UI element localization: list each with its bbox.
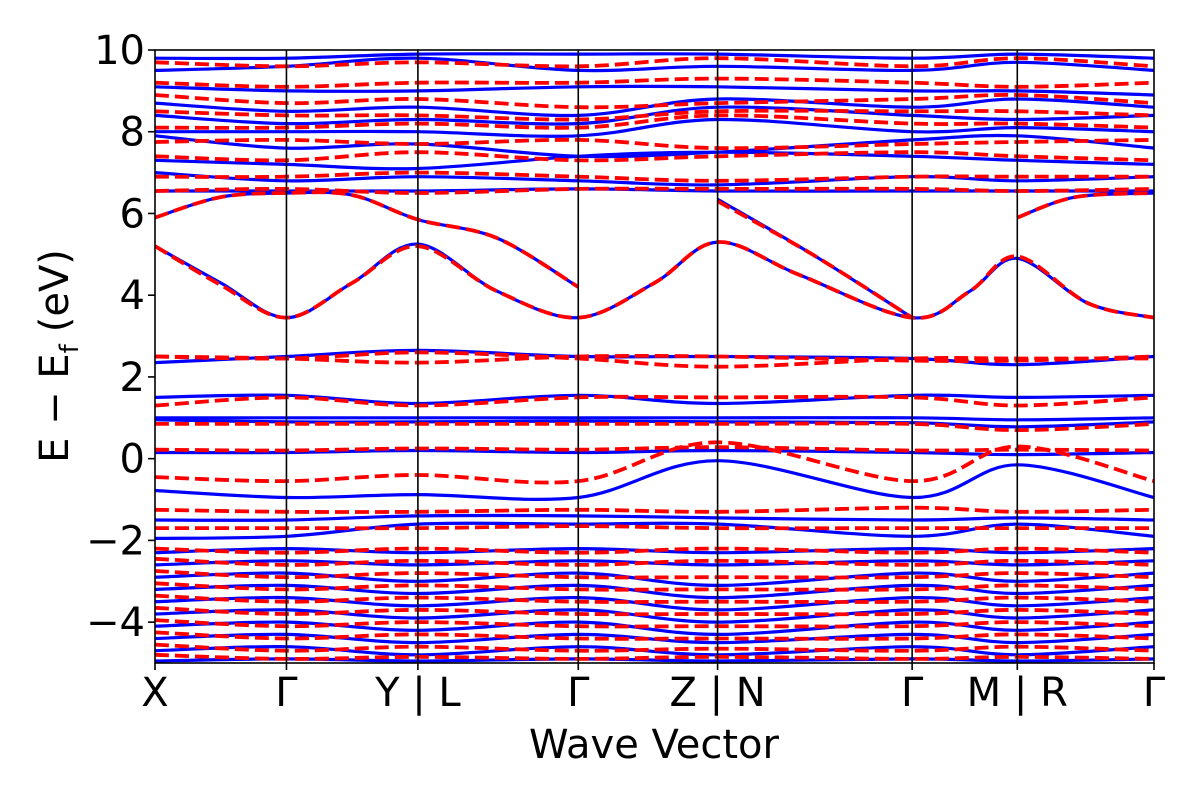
- x-tick-label-7: Γ: [1143, 670, 1166, 716]
- dashed-band-line-11: [155, 170, 1154, 183]
- x-tick-label-0: X: [141, 670, 168, 716]
- y-axis-label: E − Ef (eV): [32, 249, 85, 463]
- x-tick-label-3: Γ: [567, 670, 590, 716]
- dashed-band-line-23: [155, 569, 1154, 580]
- y-tick-label-2: 6: [120, 191, 145, 237]
- dashed-band-line-12: [155, 150, 1154, 163]
- solid-band-line-21: [155, 521, 1154, 540]
- plot-frame: [154, 49, 1155, 664]
- y-tick-label-3: 4: [120, 273, 145, 319]
- solid-band-line-2: [155, 418, 1154, 429]
- solid-band-line-20: [155, 513, 1154, 522]
- solid-band-line-1: [155, 448, 1154, 457]
- solid-band-line-25: [155, 583, 1154, 600]
- dashed-band-line-26: [155, 605, 1154, 617]
- dashed-band-line-24: [155, 581, 1154, 592]
- solid-band-line-27: [155, 608, 1154, 624]
- dashed-band-line-8: [716, 199, 914, 320]
- dashed-band-line-25: [155, 593, 1154, 604]
- dashed-band-line-27: [155, 618, 1154, 629]
- solid-band-line-24: [155, 571, 1154, 588]
- dashed-band-line-16: [155, 93, 1154, 110]
- x-axis-label: Wave Vector: [529, 722, 780, 768]
- solid-band-line-13: [155, 133, 1154, 159]
- dashed-band-line-10: [155, 186, 1154, 195]
- x-tick-label-6: M | R: [967, 670, 1068, 716]
- x-tick-label-4: Z | N: [669, 670, 765, 716]
- y-tick-label-6: −2: [86, 518, 145, 564]
- y-ticks: 10 8 6 4 2 0 −2 −4: [86, 28, 155, 646]
- y-axis-label-subscript: f: [55, 343, 85, 353]
- dashed-band-line-1: [155, 445, 1154, 453]
- solid-band-line-11: [155, 171, 1154, 187]
- dashed-band-line-3: [155, 394, 1154, 408]
- bands-layer: [155, 52, 1154, 663]
- dashed-band-line-15: [155, 108, 1154, 122]
- dashed-band-line-14: [155, 113, 1154, 130]
- solid-band-line-3: [155, 416, 1154, 422]
- dashed-band-line-21: [155, 546, 1154, 555]
- x-tick-label-1: Γ: [275, 670, 298, 716]
- dashed-band-line-29: [155, 642, 1154, 653]
- x-tick-label-5: Γ: [901, 670, 924, 716]
- dashed-band-line-20: [155, 524, 1154, 531]
- y-tick-label-7: −4: [86, 600, 145, 646]
- y-axis-label-main: E − E: [32, 353, 78, 463]
- dashed-band-line-2: [155, 421, 1154, 433]
- dashed-band-line-13: [155, 137, 1154, 151]
- dashed-band-line-18: [155, 56, 1154, 69]
- y-axis-label-unit: (eV): [32, 249, 78, 332]
- dashed-band-line-6: [155, 240, 1154, 320]
- dashed-band-line-19: [155, 505, 1154, 514]
- solid-band-line-26: [155, 595, 1154, 612]
- dashed-band-line-7: [155, 190, 580, 289]
- dashed-band-line-5: [155, 353, 1154, 365]
- solid-band-line-19: [155, 52, 1154, 61]
- dashed-band-line-17: [155, 76, 1154, 89]
- solid-band-line-12: [155, 150, 1154, 171]
- dashed-band-line-9: [1016, 191, 1154, 220]
- y-tick-label-5: 0: [120, 437, 145, 483]
- dashed-band-line-30: [155, 652, 1154, 661]
- solid-band-line-17: [155, 84, 1154, 97]
- y-tick-label-1: 8: [120, 110, 145, 156]
- dashed-band-line-28: [155, 630, 1154, 641]
- solid-band-line-28: [155, 620, 1154, 637]
- solid-band-line-14: [155, 117, 1154, 138]
- segment-dividers: [285, 50, 1019, 663]
- dashed-band-line-22: [155, 556, 1154, 567]
- solid-band-line-0: [155, 459, 1154, 502]
- y-tick-label-0: 10: [94, 28, 145, 74]
- y-tick-label-4: 2: [120, 355, 145, 401]
- x-ticks: X Γ Y | L Γ Z | N Γ M | R Γ: [141, 663, 1166, 716]
- x-tick-label-2: Y | L: [374, 670, 461, 716]
